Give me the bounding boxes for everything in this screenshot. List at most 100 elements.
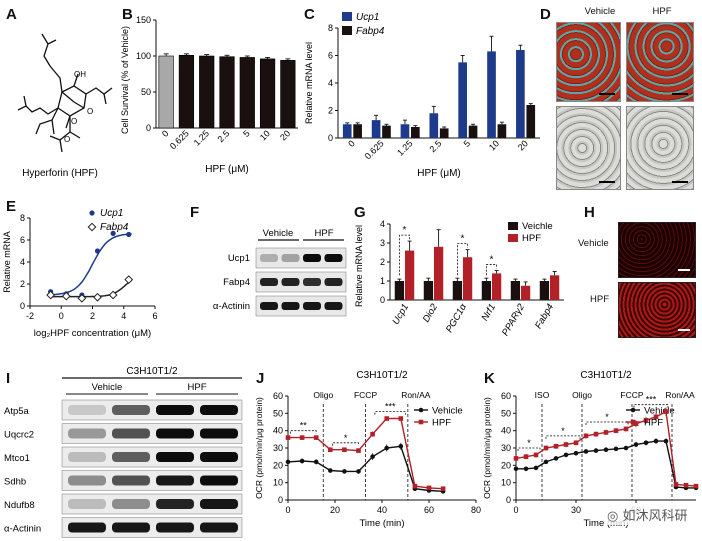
bar-hpf (549, 275, 560, 300)
point-vehicle (613, 446, 619, 452)
blot-band (260, 254, 278, 262)
significance-bracket (517, 447, 541, 451)
point-hpf (513, 456, 519, 461)
bar-survival (199, 55, 215, 129)
x-tick-label: 6 (152, 311, 157, 321)
bar-fabp4 (497, 124, 507, 138)
bar-ucp1 (342, 124, 352, 138)
blot-band (68, 499, 106, 509)
blot-strip (61, 493, 243, 515)
x-tick-label: PGC1α (444, 302, 469, 335)
y-axis-title: Relative mRNA level (304, 42, 314, 124)
point-vehicle (573, 450, 579, 456)
x-tick-label: 5 (462, 138, 473, 149)
blot-band (68, 405, 106, 415)
point-vehicle (398, 443, 404, 449)
y-tick-label: 40 (273, 426, 283, 436)
point-hpf (663, 409, 669, 414)
bar-ucp1 (400, 124, 410, 138)
scale-bar (678, 269, 690, 271)
panel-label-f: F (190, 204, 200, 221)
bar-vehicle (539, 281, 550, 300)
blot-band (281, 302, 300, 310)
y-tick-label: 4 (20, 257, 25, 267)
panel-label-a: A (6, 6, 17, 23)
point-hpf (693, 483, 699, 489)
blot-band (260, 302, 278, 310)
watermark: ◎ 如沐风科研 (604, 504, 691, 525)
point-fabp4 (61, 291, 71, 301)
atom-label-o: O (71, 117, 77, 126)
y-tick-label: 50 (273, 408, 283, 418)
western-blot-f: Vehicle HPF Ucp1 Fabp4 α-Actinin (213, 228, 347, 317)
legend-swatch (508, 234, 518, 242)
point-hpf (356, 448, 361, 453)
bar-vehicle (394, 281, 405, 300)
fluor-row-vehicle: Vehicle (578, 238, 609, 249)
bar-hpf (404, 250, 415, 300)
blot-band (156, 428, 194, 439)
blot-band (200, 475, 238, 486)
point-vehicle (370, 454, 375, 459)
blot-band (200, 452, 238, 462)
blot-row-label: α-Actinin (213, 301, 250, 312)
significance-marker: *** (646, 395, 657, 405)
y-tick-label: 30 (273, 443, 283, 453)
blot-strip (61, 446, 243, 468)
x-tick-label: 10 (258, 128, 272, 142)
atom-label-oh: OH (74, 70, 86, 79)
blot-band (112, 499, 150, 509)
y-tick-label: 0 (146, 123, 151, 133)
bar-hpf (462, 257, 473, 300)
y-tick-label: 3 (380, 238, 385, 248)
fit-curve-ucp1 (48, 233, 132, 296)
blot-band (281, 254, 300, 262)
scale-bar (672, 93, 688, 95)
bar-fabp4 (468, 125, 478, 138)
compound-name: Hyperforin (HPF) (22, 168, 98, 179)
point-hpf (583, 433, 589, 439)
bar-hpf (520, 285, 531, 300)
blot-band (112, 475, 150, 486)
y-tick-label: 10 (273, 478, 283, 488)
point-vehicle (623, 445, 629, 451)
blot-band (156, 405, 194, 415)
scale-bar (599, 181, 615, 183)
blot-row-label: Sdhb (4, 477, 26, 488)
point-hpf (313, 435, 319, 440)
blot-group-label: HPF (188, 382, 207, 393)
point-vehicle (342, 469, 347, 474)
blot-band (200, 405, 238, 415)
blot-band (303, 278, 321, 286)
scale-bar (678, 329, 690, 331)
blot-strip (255, 295, 347, 317)
y-axis-title: OCR (pmol/min/μg protein) (482, 397, 492, 499)
point-vehicle (328, 468, 333, 473)
x-tick-label: 1.25 (192, 128, 211, 147)
point-vehicle (633, 442, 639, 447)
bar-survival (239, 57, 255, 129)
bar-ucp1 (458, 62, 467, 138)
x-axis-title: HPF (μM) (205, 164, 249, 175)
legend-label: Veichle (522, 221, 553, 232)
y-tick-label: 4 (328, 78, 333, 88)
legend-label: Fabp4 (100, 222, 129, 233)
injection-label: FCCP (354, 390, 377, 400)
blot-band (112, 428, 150, 439)
bar-vehicle (452, 281, 463, 300)
y-tick-label: 150 (136, 15, 151, 25)
bar-vehicle (481, 281, 492, 300)
point-fabp4 (77, 293, 87, 303)
micrograph-col-vehicle: Vehicle (584, 6, 616, 17)
x-tick-label: 20 (516, 138, 530, 152)
scale-bar (599, 93, 615, 95)
significance-bracket (332, 442, 359, 446)
legend-label: Vehicle (644, 406, 675, 417)
point-hpf (683, 482, 689, 488)
point-hpf (593, 431, 599, 437)
y-tick-label: 0 (328, 133, 333, 143)
y-tick-label: 20 (273, 460, 283, 470)
blot-band (112, 522, 150, 533)
significance-bracket (545, 435, 581, 439)
